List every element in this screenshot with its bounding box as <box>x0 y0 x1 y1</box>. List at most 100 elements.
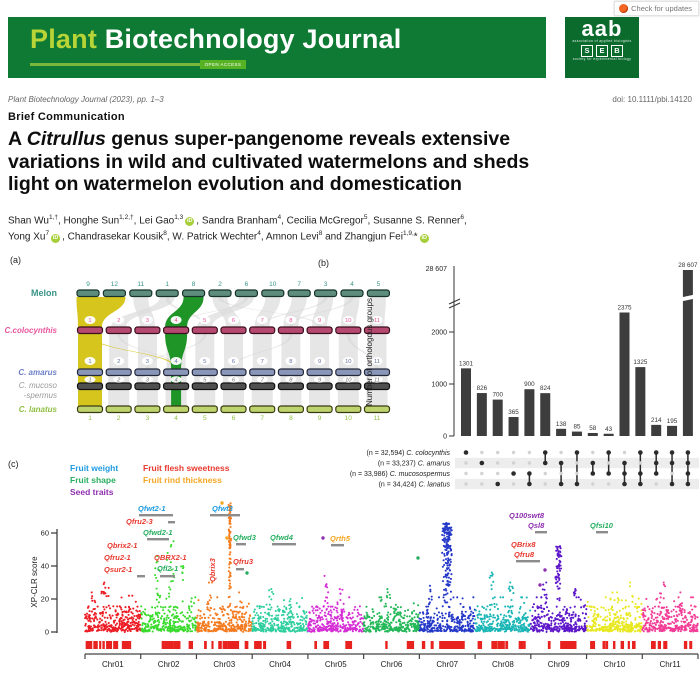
upset-bar <box>603 433 614 436</box>
data-point <box>416 616 419 619</box>
sweep-tick <box>620 641 625 649</box>
sweep-tick <box>430 641 434 649</box>
data-point <box>229 502 232 505</box>
data-point <box>232 613 235 617</box>
melon-chromosome-bar <box>76 289 100 298</box>
matrix-dot-inactive <box>543 471 547 476</box>
sweep-tick <box>650 641 656 649</box>
data-point <box>613 613 616 616</box>
data-point <box>125 628 128 631</box>
data-point <box>502 616 505 619</box>
upset-bar-value: 824 <box>540 385 551 392</box>
check-for-updates-button[interactable]: Check for updates <box>614 1 699 16</box>
data-point <box>130 611 133 614</box>
data-point <box>448 526 451 529</box>
data-point <box>346 617 349 620</box>
data-point <box>688 611 691 614</box>
data-point <box>690 618 693 621</box>
data-point <box>136 610 139 613</box>
data-point <box>464 610 467 613</box>
matrix-dot-inactive <box>622 450 627 455</box>
data-point <box>406 621 409 624</box>
orcid-icon[interactable]: iD <box>51 233 61 243</box>
data-point <box>687 625 690 628</box>
data-point <box>545 593 548 596</box>
data-point <box>242 630 245 633</box>
data-point <box>535 596 538 599</box>
data-point <box>637 597 640 600</box>
data-point <box>207 581 211 584</box>
data-point <box>551 612 554 615</box>
data-point <box>177 618 180 621</box>
data-point <box>441 551 444 554</box>
data-point <box>518 611 521 614</box>
species-chromosome-bar <box>220 368 247 377</box>
data-point <box>443 554 446 557</box>
data-point <box>187 626 190 629</box>
orcid-icon[interactable]: iD <box>419 233 429 243</box>
data-point <box>353 608 356 611</box>
data-point <box>358 605 361 608</box>
sweep-tick <box>222 641 228 649</box>
data-point <box>596 628 599 631</box>
data-point <box>491 574 494 577</box>
data-point <box>326 628 330 631</box>
data-point <box>156 560 159 563</box>
data-point <box>113 627 116 630</box>
data-point <box>467 627 471 630</box>
data-point <box>422 616 425 619</box>
species-chromosome-bar <box>335 405 362 414</box>
data-point <box>626 630 629 633</box>
melon-chromosome-bar <box>234 289 258 298</box>
data-point <box>666 614 669 618</box>
data-point <box>671 627 674 630</box>
data-point <box>383 627 386 631</box>
data-point <box>505 615 508 618</box>
data-point <box>326 622 329 626</box>
data-point <box>181 567 185 570</box>
data-point <box>490 629 493 632</box>
data-point <box>428 623 431 627</box>
data-point <box>535 624 539 627</box>
y-axis-label: XP-CLR score <box>30 556 39 608</box>
sweep-tick <box>177 641 181 649</box>
data-point <box>651 629 654 632</box>
data-point <box>596 607 599 610</box>
data-point <box>162 606 165 609</box>
data-point <box>126 627 129 630</box>
doi-link[interactable]: doi: 10.1111/pbi.14120 <box>612 95 692 104</box>
synteny-ribbon <box>346 334 379 369</box>
figure-panel-b-upset: (b)Number of orthologous groups010002000… <box>318 258 699 490</box>
data-point <box>614 612 617 616</box>
data-point <box>659 596 662 599</box>
upset-bar-value: 365 <box>508 409 519 416</box>
data-point <box>251 620 254 623</box>
data-point <box>327 610 330 613</box>
data-point <box>507 611 510 614</box>
panel-b-letter: (b) <box>318 258 329 268</box>
data-point <box>599 615 602 618</box>
species-chromosome-bar <box>306 368 333 377</box>
data-point <box>248 624 251 627</box>
data-point <box>260 605 263 608</box>
data-point <box>136 616 139 619</box>
data-point <box>611 609 614 612</box>
data-point <box>240 615 243 618</box>
data-point <box>324 584 328 587</box>
sweep-tick <box>566 641 572 649</box>
data-point <box>492 580 495 583</box>
data-point <box>333 615 336 619</box>
data-point <box>120 623 123 626</box>
data-point <box>631 594 634 597</box>
author-affiliation-sup: 8 <box>163 230 167 238</box>
data-point <box>510 625 514 628</box>
data-point <box>532 626 535 629</box>
data-point <box>484 630 487 633</box>
data-point <box>88 630 91 633</box>
data-point <box>684 627 687 630</box>
data-point <box>395 614 398 617</box>
data-point <box>485 627 489 630</box>
data-point <box>351 621 354 624</box>
orcid-icon[interactable]: iD <box>185 217 195 227</box>
data-point <box>228 622 231 625</box>
